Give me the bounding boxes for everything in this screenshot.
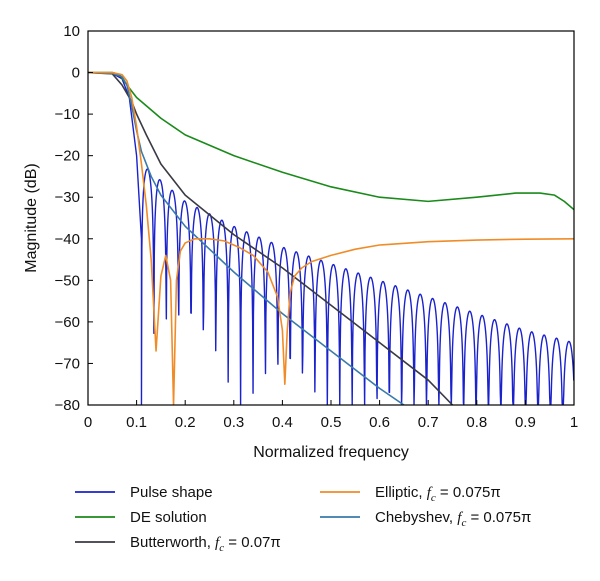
legend-item: Elliptic, fc = 0.075π [320, 484, 501, 504]
plot-frame [87, 30, 575, 406]
y-tick-label: 10 [63, 23, 80, 40]
x-axis-title: Normalized frequency [253, 444, 409, 461]
y-tick-label: −50 [55, 272, 80, 289]
y-tick-label: −60 [55, 314, 80, 331]
x-tick-label: 0.7 [418, 414, 439, 431]
x-tick-label: 0.4 [272, 414, 293, 431]
legend-label: Butterworth, fc = 0.07π [130, 534, 281, 554]
y-tick-label: −40 [55, 231, 80, 248]
y-tick-label: −70 [55, 355, 80, 372]
y-tick-label: −10 [55, 106, 80, 123]
legend-label: Elliptic, fc = 0.075π [375, 484, 501, 504]
y-tick-label: −20 [55, 148, 80, 165]
legend-label: Pulse shape [130, 484, 213, 501]
series-line-pulse-shape [88, 71, 574, 405]
y-axis-title: Magnitude (dB) [23, 163, 40, 272]
series-layer [88, 71, 574, 405]
series-line-chebyshev [88, 71, 405, 405]
legend-label: DE solution [130, 509, 207, 526]
x-tick-label: 0.8 [466, 414, 487, 431]
legend-item: Pulse shape [75, 484, 213, 501]
x-tick-label: 0 [84, 414, 92, 431]
y-tick-label: 0 [72, 65, 80, 82]
tick-layer: 0 0.1 0.2 0.3 0.4 0.5 0.6 0.7 0.8 0.9 1 10 0 −10 −20 −3… [55, 23, 579, 431]
series-line-elliptic [88, 71, 574, 405]
series-line-butterworth [88, 71, 454, 405]
x-tick-label: 0.5 [321, 414, 342, 431]
x-tick-label: 0.3 [223, 414, 244, 431]
series-line-de-solution [88, 71, 574, 211]
y-tick-label: −80 [55, 397, 80, 414]
legend-label: Chebyshev, fc = 0.075π [375, 509, 531, 529]
x-tick-label: 0.9 [515, 414, 536, 431]
legend-item: DE solution [75, 509, 207, 526]
x-tick-label: 0.2 [175, 414, 196, 431]
x-tick-label: 0.1 [126, 414, 147, 431]
x-tick-label: 1 [570, 414, 578, 431]
legend-item: Chebyshev, fc = 0.075π [320, 509, 531, 529]
y-tick-label: −30 [55, 189, 80, 206]
legend-item: Butterworth, fc = 0.07π [75, 534, 281, 554]
legend: Pulse shape DE solution Butterworth, fc = … [75, 484, 531, 554]
x-tick-label: 0.6 [369, 414, 390, 431]
